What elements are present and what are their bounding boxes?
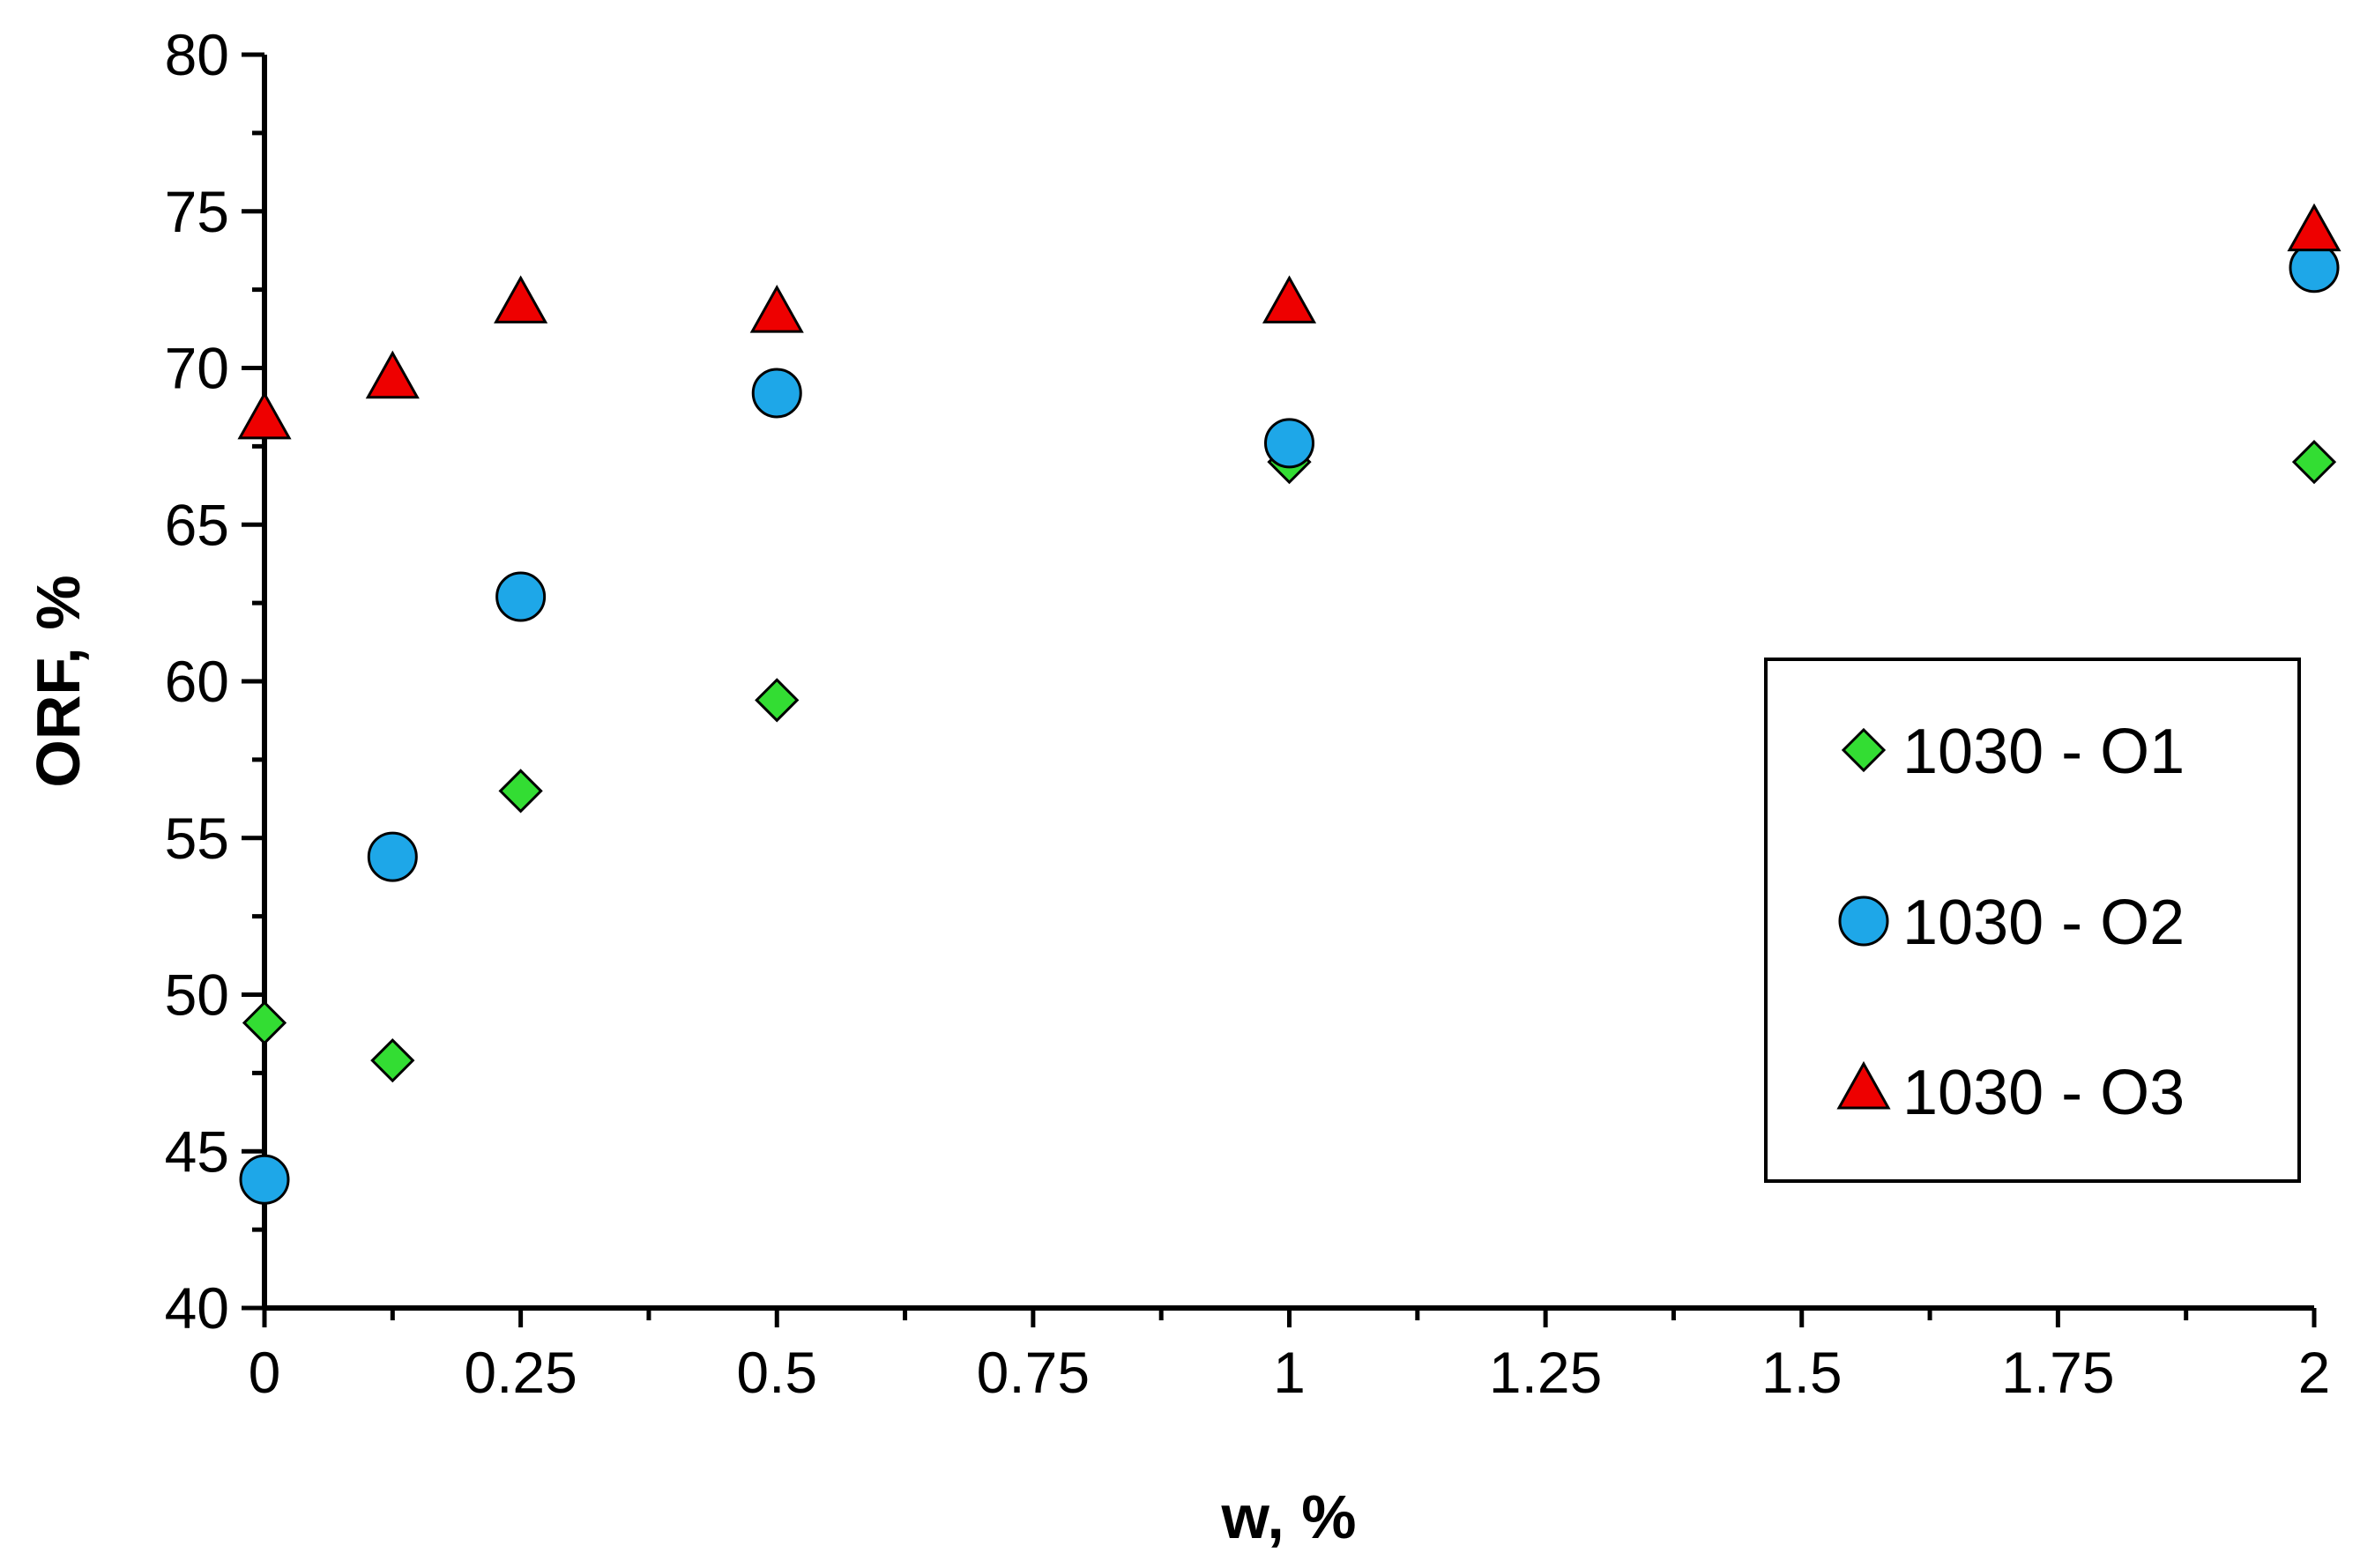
- x-tick-label: 0: [249, 1340, 281, 1405]
- x-tick-label: 2: [2298, 1340, 2331, 1405]
- point-1030-o2: [367, 831, 418, 882]
- point-1030-o2: [239, 1154, 290, 1205]
- y-tick-label: 75: [165, 179, 229, 244]
- y-tick-label: 50: [165, 962, 229, 1028]
- x-tick-label: 1.5: [1761, 1340, 1843, 1405]
- point-1030-o3: [365, 350, 420, 399]
- point-1030-o3: [2287, 203, 2341, 252]
- point-1030-o3: [494, 275, 548, 323]
- y-axis-title: ORF, %: [24, 575, 93, 787]
- x-tick-label: 0.25: [464, 1340, 577, 1405]
- point-1030-o1: [755, 678, 800, 723]
- point-1030-o2: [1264, 418, 1314, 469]
- x-tick-label: 1.25: [1489, 1340, 1602, 1405]
- point-1030-o3: [237, 390, 292, 440]
- legend-entries: 1030 - O1 1030 - O2 1030 - O3: [1836, 717, 2185, 1128]
- legend-marker-1030-o1: [1841, 727, 1887, 773]
- legend-label-1030-o3: 1030 - O3: [1902, 1058, 2185, 1128]
- y-tick-label: 40: [165, 1275, 229, 1341]
- y-ticks: 40 45 50 55 60 65 70 75 80: [165, 22, 264, 1341]
- point-1030-o1: [242, 1000, 287, 1045]
- point-1030-o1: [370, 1038, 415, 1083]
- x-tick-label: 1: [1273, 1340, 1306, 1405]
- legend-label-1030-o2: 1030 - O2: [1902, 888, 2185, 958]
- point-1030-o3: [1262, 275, 1317, 323]
- legend-label-1030-o1: 1030 - O1: [1902, 717, 2185, 787]
- point-1030-o1: [2291, 440, 2337, 485]
- point-1030-o1: [498, 769, 543, 814]
- y-tick-label: 65: [165, 492, 229, 557]
- y-tick-label: 80: [165, 22, 229, 87]
- y-tick-label: 55: [165, 806, 229, 871]
- y-tick-label: 45: [165, 1118, 229, 1184]
- point-1030-o2: [751, 368, 802, 419]
- legend: 1030 - O1 1030 - O2 1030 - O3: [1764, 658, 2301, 1183]
- x-axis-title: w, %: [1221, 1483, 1357, 1551]
- y-tick-label: 70: [165, 336, 229, 401]
- x-tick-label: 0.75: [977, 1340, 1090, 1405]
- legend-marker-1030-o3: [1836, 1060, 1891, 1110]
- data-markers: [237, 203, 2341, 1205]
- x-tick-label: 1.75: [2001, 1340, 2114, 1405]
- y-tick-label: 60: [165, 649, 229, 714]
- point-1030-o3: [749, 284, 804, 333]
- legend-marker-1030-o2: [1838, 895, 1889, 947]
- x-ticks: 0 0.25 0.5 0.75 1 1.25 1.5 1.75 2: [249, 1308, 2331, 1405]
- point-1030-o2: [495, 571, 547, 622]
- x-tick-label: 0.5: [736, 1340, 817, 1405]
